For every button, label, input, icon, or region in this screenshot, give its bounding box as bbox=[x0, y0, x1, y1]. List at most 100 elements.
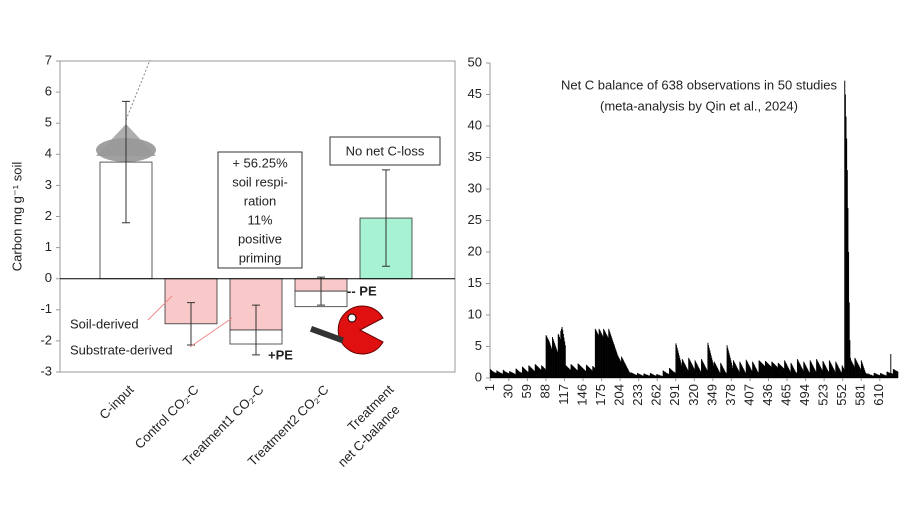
bar bbox=[560, 328, 562, 378]
bar bbox=[543, 367, 545, 378]
bar bbox=[793, 367, 795, 378]
bar bbox=[573, 366, 575, 378]
bar bbox=[740, 364, 742, 378]
bar bbox=[868, 374, 870, 378]
bar bbox=[569, 369, 571, 378]
bar bbox=[595, 330, 597, 378]
bar bbox=[883, 374, 885, 378]
x-tick-label: 175 bbox=[593, 384, 608, 406]
bar bbox=[643, 373, 645, 378]
bar bbox=[545, 335, 547, 378]
bar bbox=[716, 366, 718, 378]
bar bbox=[792, 366, 794, 378]
bar bbox=[863, 367, 865, 378]
bar bbox=[759, 360, 761, 378]
bar bbox=[504, 371, 506, 378]
bar bbox=[495, 372, 497, 378]
bar bbox=[886, 371, 888, 378]
annotation: -- PE bbox=[347, 283, 377, 298]
bar bbox=[815, 371, 817, 378]
annotation: No net C-loss bbox=[346, 143, 425, 158]
bar bbox=[637, 373, 639, 378]
hammer-illustration bbox=[309, 326, 344, 344]
bar bbox=[599, 331, 601, 378]
bar bbox=[525, 369, 527, 378]
x-tick-label: 320 bbox=[686, 384, 701, 406]
bar bbox=[623, 361, 625, 378]
bar bbox=[490, 369, 492, 378]
bar bbox=[848, 252, 850, 378]
y-tick-label: 7 bbox=[45, 52, 52, 67]
y-tick-label: 1 bbox=[45, 239, 52, 254]
bar bbox=[723, 369, 725, 378]
bar bbox=[892, 369, 894, 378]
bar bbox=[748, 364, 750, 378]
bar bbox=[644, 373, 646, 378]
bar bbox=[832, 366, 834, 378]
bar bbox=[734, 364, 736, 378]
bar bbox=[717, 369, 719, 378]
bar bbox=[509, 371, 511, 378]
bar bbox=[831, 365, 833, 378]
y-tick-label: 40 bbox=[468, 117, 482, 132]
bar bbox=[797, 360, 799, 378]
bar bbox=[720, 362, 722, 378]
bar bbox=[699, 370, 701, 378]
bar bbox=[490, 369, 491, 378]
bar bbox=[728, 352, 730, 378]
x-tick-label: 146 bbox=[574, 384, 589, 406]
chart-subtitle: (meta-analysis by Qin et al., 2024) bbox=[600, 98, 798, 113]
bar bbox=[715, 365, 717, 378]
bar bbox=[775, 366, 777, 378]
y-axis-label: Carbon mg g⁻¹ soil bbox=[9, 162, 24, 272]
y-tick-label: 25 bbox=[468, 212, 482, 227]
bar bbox=[615, 349, 617, 378]
bar bbox=[530, 367, 532, 378]
bar bbox=[729, 357, 731, 378]
bar bbox=[846, 138, 848, 378]
y-tick-label: 5 bbox=[475, 338, 482, 353]
bar bbox=[612, 342, 614, 378]
x-tick-label: 436 bbox=[760, 384, 775, 406]
bar bbox=[673, 371, 675, 378]
bar bbox=[491, 370, 493, 378]
bar bbox=[493, 371, 495, 378]
annotation-box bbox=[217, 151, 303, 269]
bar bbox=[711, 357, 713, 378]
bar bbox=[764, 366, 766, 378]
bar bbox=[770, 366, 772, 378]
y-tick-label: 3 bbox=[45, 177, 52, 192]
bar bbox=[890, 372, 892, 378]
bar bbox=[555, 346, 557, 378]
bar bbox=[752, 362, 754, 378]
annotation: priming bbox=[239, 250, 282, 265]
bar bbox=[509, 371, 511, 378]
bar bbox=[561, 326, 563, 378]
bar bbox=[521, 366, 523, 378]
bar bbox=[802, 369, 804, 378]
bar bbox=[676, 347, 678, 378]
bar bbox=[516, 369, 518, 378]
bar bbox=[686, 369, 688, 378]
bar bbox=[542, 366, 544, 378]
bar bbox=[521, 372, 523, 378]
y-tick-label: 5 bbox=[45, 115, 52, 130]
y-tick-label: 4 bbox=[45, 146, 52, 161]
bar bbox=[605, 332, 607, 378]
bar bbox=[819, 366, 821, 378]
bar bbox=[891, 373, 893, 378]
bar bbox=[566, 366, 568, 378]
bar bbox=[516, 369, 518, 378]
bar bbox=[585, 364, 587, 378]
bar bbox=[640, 374, 642, 378]
bar bbox=[575, 368, 576, 378]
bar bbox=[854, 357, 856, 378]
bar bbox=[814, 369, 816, 378]
bar bbox=[750, 368, 752, 378]
bar bbox=[692, 365, 694, 378]
bar bbox=[629, 372, 631, 378]
bar bbox=[763, 364, 765, 378]
bar bbox=[880, 373, 882, 378]
bar bbox=[550, 345, 552, 378]
bar bbox=[782, 367, 784, 378]
